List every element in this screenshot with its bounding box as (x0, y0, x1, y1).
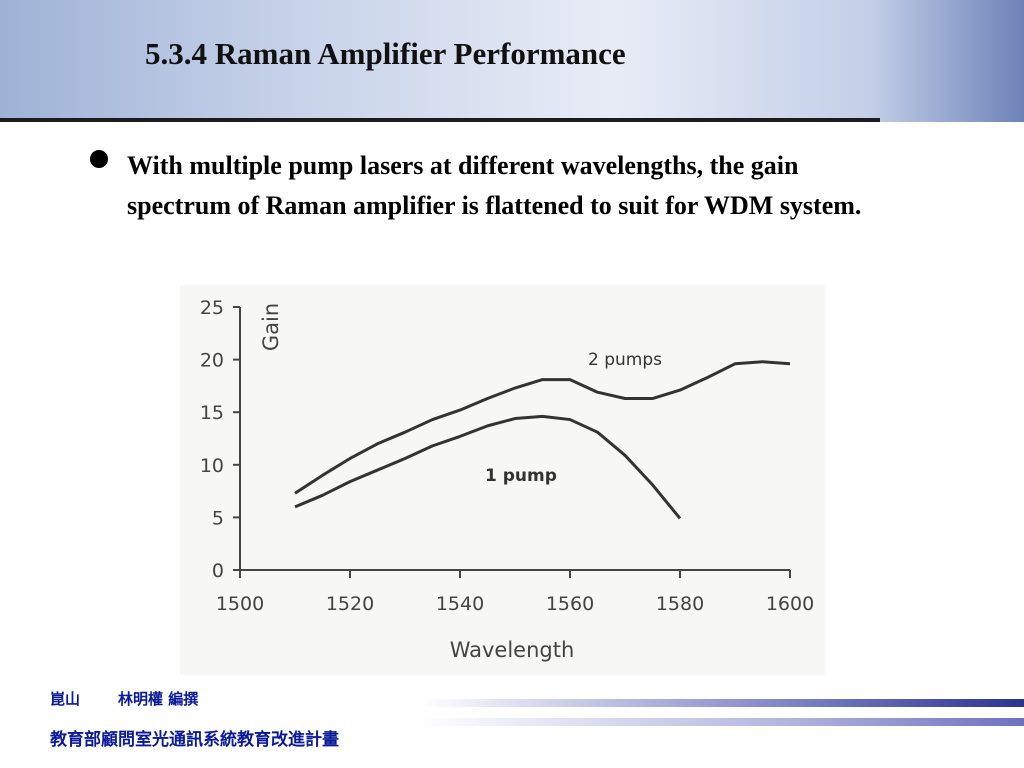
footer-place: 崑山 (50, 690, 81, 708)
x-tick-label: 1600 (766, 593, 814, 615)
y-tick-label: 20 (200, 350, 224, 372)
bullet-dot (90, 150, 108, 168)
series-label: 1 pump (485, 466, 557, 486)
header-band (0, 0, 1024, 122)
series-line (294, 360, 791, 495)
chart-background (180, 285, 825, 675)
y-tick-label: 5 (212, 507, 224, 529)
slide-title: 5.3.4 Raman Amplifier Performance (145, 36, 626, 71)
y-tick-label: 25 (200, 297, 224, 319)
x-tick-label: 1520 (326, 593, 374, 615)
series-label: 2 pumps (588, 350, 662, 370)
x-tick-label: 1500 (216, 593, 264, 615)
footer-bar (420, 718, 1024, 726)
y-tick-label: 10 (200, 455, 224, 477)
x-tick-label: 1580 (656, 593, 704, 615)
footer-bar (420, 699, 1024, 707)
footer-author: 林明權 編撰 (118, 690, 199, 708)
x-tick-label: 1560 (546, 593, 594, 615)
y-tick-label: 15 (200, 402, 224, 424)
header-rule (0, 118, 880, 122)
footer-project: 教育部顧問室光通訊系統教育改進計畫 (50, 730, 339, 750)
y-tick-label: 0 (212, 560, 224, 582)
series-line (294, 414, 682, 520)
bullet-text: With multiple pump lasers at different w… (127, 151, 862, 220)
x-tick-label: 1540 (436, 593, 484, 615)
y-axis-label: Gain (259, 303, 283, 351)
x-axis-label: Wavelength (450, 638, 575, 662)
